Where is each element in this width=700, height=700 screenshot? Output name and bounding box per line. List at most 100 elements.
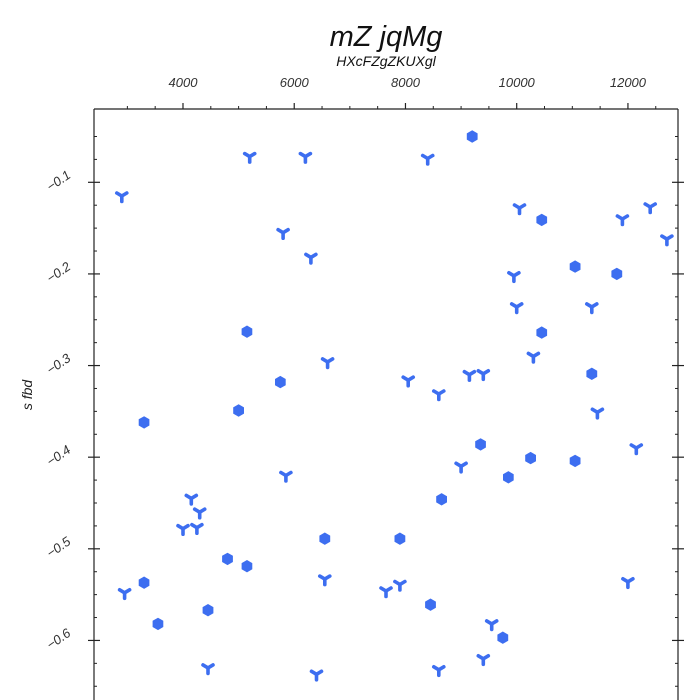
tri-point-arm <box>120 191 129 198</box>
hexagon-point <box>138 576 150 589</box>
tri-point-arm <box>309 252 318 260</box>
tri-point-arm <box>514 302 524 309</box>
hexagon-point <box>425 598 436 611</box>
tri-point-arm <box>595 407 605 415</box>
hexagon-point <box>586 367 598 380</box>
tri-point <box>512 203 527 216</box>
tri-point-arm <box>314 669 324 677</box>
hexagon-point <box>497 631 509 644</box>
y-tick-label: −0.1 <box>44 167 74 194</box>
hexagon-point <box>152 617 164 631</box>
hexagon-point <box>241 560 253 573</box>
tri-point-arm <box>122 587 132 595</box>
tri-point <box>201 663 215 676</box>
tri-point-arm <box>489 619 499 626</box>
tri-point-arm <box>181 523 190 531</box>
tri-point-arm <box>436 664 446 672</box>
y-tick-label: −0.2 <box>44 258 74 285</box>
tri-point-arm <box>481 653 491 661</box>
tri-point-arm <box>648 202 658 209</box>
tri-point <box>621 576 635 590</box>
tri-point-arm <box>665 234 674 241</box>
tri-point <box>304 252 318 265</box>
tri-point <box>462 369 477 383</box>
tri-point-arm <box>589 302 599 309</box>
tri-point-arm <box>626 576 635 584</box>
hexagon-point <box>475 438 486 451</box>
tri-point <box>629 443 644 456</box>
tri-point-arm <box>406 375 416 383</box>
hexagon-point <box>569 260 581 273</box>
hexagon-point <box>275 375 286 389</box>
chart-subtitle: HXcFZgZKUXgl <box>336 53 436 69</box>
tri-point <box>484 619 499 632</box>
tri-point <box>393 579 407 592</box>
tri-point-arm <box>481 368 491 376</box>
hexagon-point <box>202 604 214 617</box>
axes: 4000 6000 8000 10000 12000 −0.1 −0.2 −0.3 −0.4 −0… <box>44 75 684 700</box>
tri-point-arm <box>197 507 207 515</box>
tri-point <box>509 302 524 315</box>
y-axis-label: s fbd <box>19 379 35 411</box>
hexagon-point <box>466 130 478 143</box>
tri-point <box>309 669 324 682</box>
tri-point <box>615 214 630 227</box>
x-tick-label: 8000 <box>391 75 421 90</box>
tri-point <box>584 302 599 315</box>
tri-point-arm <box>517 203 527 210</box>
tri-point <box>117 587 132 601</box>
tri-point <box>190 522 204 536</box>
tri-point <box>431 664 446 678</box>
tri-point-arm <box>436 389 446 396</box>
hexagon-point <box>525 451 536 465</box>
tri-point-arm <box>634 443 644 450</box>
chart-title: mZ jqMg <box>330 21 443 53</box>
tri-point <box>526 351 541 364</box>
tri-point-arm <box>425 153 435 161</box>
tri-point-arm <box>303 151 313 159</box>
tri-point <box>660 234 674 247</box>
y-tick-label: −0.4 <box>44 442 74 469</box>
hexagon-point <box>569 454 581 468</box>
hexagon-point <box>241 325 253 338</box>
tri-point-arm <box>189 493 199 501</box>
tri-point <box>317 574 332 587</box>
hexagon-point <box>138 416 150 429</box>
tri-point-arm <box>322 574 332 581</box>
tri-point <box>590 407 605 420</box>
x-tick-label: 10000 <box>499 75 536 90</box>
tri-point <box>298 151 313 164</box>
tri-point-arm <box>384 586 393 593</box>
tri-point <box>643 202 658 215</box>
tri-point <box>379 586 393 599</box>
tri-point <box>507 270 521 284</box>
tri-point-arm <box>620 214 630 221</box>
tri-point-arm <box>325 357 335 364</box>
tri-point-arm <box>459 461 468 469</box>
tri-point <box>242 151 257 164</box>
tri-point <box>476 368 491 382</box>
tri-point <box>401 375 416 388</box>
y-tick-label: −0.3 <box>44 350 74 377</box>
hexagon-point <box>503 471 514 484</box>
tri-point <box>192 507 207 520</box>
hexagon-point <box>436 493 447 506</box>
y-tick-label: −0.5 <box>44 533 74 560</box>
tri-point-arm <box>195 522 204 530</box>
hexagon-point <box>222 552 233 566</box>
hexagon-point <box>233 404 244 417</box>
tri-point-arm <box>206 663 215 670</box>
tri-point <box>476 653 491 667</box>
hexagon-point <box>394 532 406 545</box>
hexagon-point <box>611 267 623 281</box>
tri-point <box>279 470 293 483</box>
data-points <box>115 130 674 682</box>
tri-point-arm <box>512 270 521 278</box>
tri-point <box>115 191 129 204</box>
hexagon-point <box>536 326 548 339</box>
hexagon-point <box>536 213 548 227</box>
tri-point-arm <box>398 579 407 587</box>
tri-point <box>184 493 199 506</box>
